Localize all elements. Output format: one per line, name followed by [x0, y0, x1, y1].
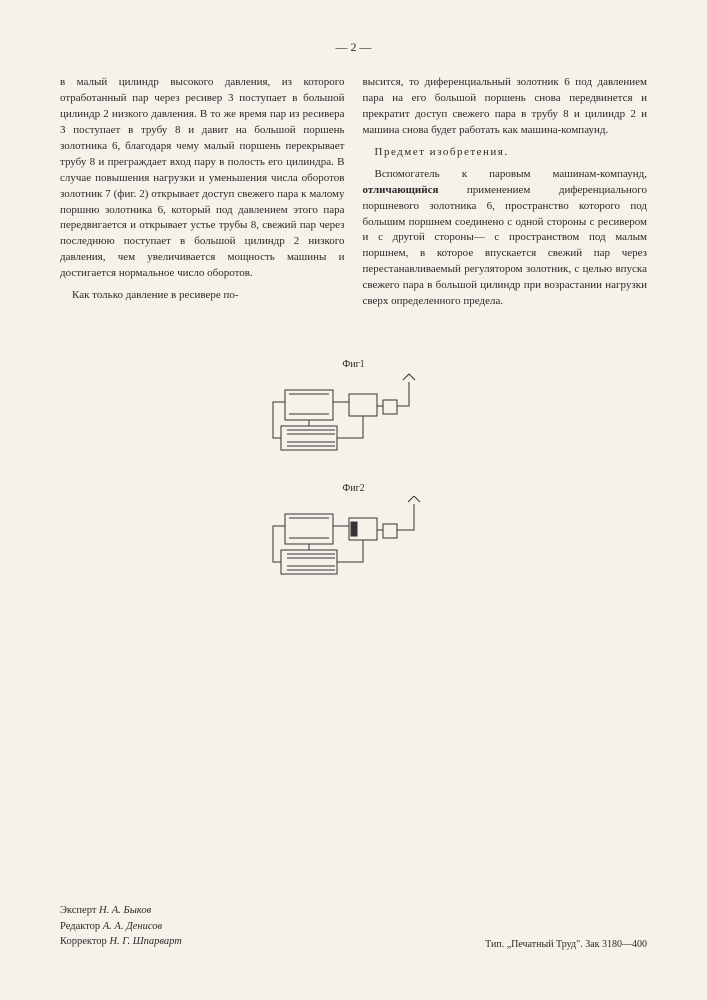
figure-2: Фиг2 — [269, 483, 439, 591]
print-info: Тип. „Печатный Труд". Зак 3180—400 — [485, 939, 647, 950]
left-p2: Как только давление в ресивере по- — [60, 288, 345, 304]
right-p1: высится, то диференциальный золотник 6 п… — [363, 75, 648, 139]
expert-line: Эксперт Н. А. Быков — [60, 903, 182, 919]
credits-block: Эксперт Н. А. Быков Редактор А. А. Денис… — [60, 903, 182, 950]
left-p1: в малый цилиндр высокого давления, из ко… — [60, 75, 345, 282]
fig2-label: Фиг2 — [269, 483, 439, 494]
fig2-svg — [269, 496, 439, 586]
invention-heading: Предмет изобретения. — [363, 145, 648, 161]
right-column: высится, то диференциальный золотник 6 п… — [363, 75, 648, 316]
corrector-line: Корректор Н. Г. Шпарварт — [60, 934, 182, 950]
fig1-svg — [269, 372, 439, 462]
fig1-label: Фиг1 — [269, 359, 439, 370]
page-container: — 2 — в малый цилиндр высокого давления,… — [0, 0, 707, 1000]
left-column: в малый цилиндр высокого давления, из ко… — [60, 75, 345, 316]
editor-line: Редактор А. А. Денисов — [60, 919, 182, 935]
figure-1: Фиг1 — [269, 359, 439, 467]
right-p2: Вспомогатель к паровым машинам-компаунд,… — [363, 167, 648, 310]
diagrams-area: Фиг1 — [60, 351, 647, 599]
page-number: — 2 — — [60, 40, 647, 55]
text-columns: в малый цилиндр высокого давления, из ко… — [60, 75, 647, 316]
